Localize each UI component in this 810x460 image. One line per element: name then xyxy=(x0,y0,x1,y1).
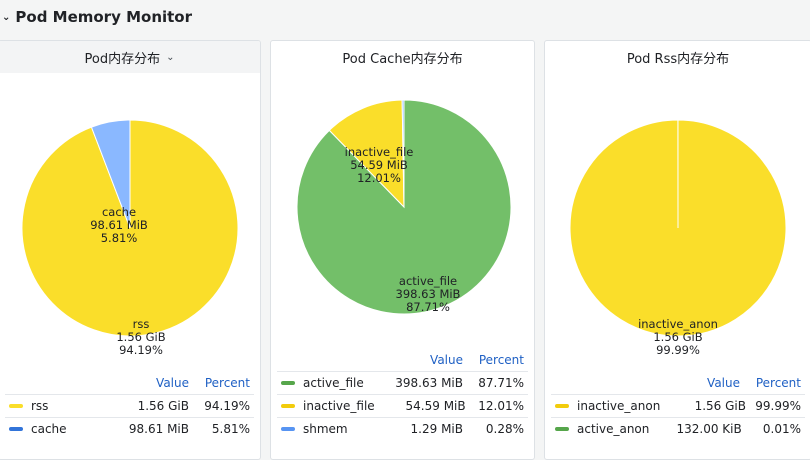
slice-label-inactive-file: inactive_file xyxy=(345,145,414,159)
slice-label-inactive-file: 12.01% xyxy=(357,171,401,185)
row-title: Pod Memory Monitor xyxy=(15,8,192,26)
legend-swatch[interactable] xyxy=(555,404,569,408)
legend-swatch[interactable] xyxy=(281,381,295,385)
legend-header-value[interactable]: Value xyxy=(645,376,740,390)
slice-label-active-file: active_file xyxy=(399,274,457,288)
legend-percent: 5.81% xyxy=(189,422,254,436)
slice-label-active-file: 398.63 MiB xyxy=(396,287,461,301)
legend-percent: 87.71% xyxy=(463,376,528,390)
slice-label-cache: cache xyxy=(102,205,136,219)
legend-percent: 94.19% xyxy=(189,399,254,413)
legend-percent: 99.99% xyxy=(746,399,805,413)
legend-value: 1.56 GiB xyxy=(660,399,746,413)
legend-value: 54.59 MiB xyxy=(375,399,466,413)
legend-value: 1.29 MiB xyxy=(368,422,463,436)
legend-swatch[interactable] xyxy=(9,427,23,431)
legend-name: active_file xyxy=(303,376,368,390)
legend-swatch[interactable] xyxy=(555,427,569,431)
legend-name: inactive_file xyxy=(303,399,375,413)
chevron-down-icon[interactable]: ⌄ xyxy=(2,12,10,23)
legend-swatch[interactable] xyxy=(281,404,295,408)
legend-name: shmem xyxy=(303,422,368,436)
legend-name: active_anon xyxy=(577,422,649,436)
legend-value: 132.00 KiB xyxy=(649,422,741,436)
legend-name: cache xyxy=(31,422,94,436)
slice-label-rss: 94.19% xyxy=(119,343,163,357)
slice-label-cache: 98.61 MiB xyxy=(90,218,148,232)
legend-swatch[interactable] xyxy=(281,427,295,431)
legend-header-percent[interactable]: Percent xyxy=(463,353,528,367)
slice-label-inactive-anon: 99.99% xyxy=(656,343,700,357)
chevron-down-icon[interactable]: ⌄ xyxy=(166,52,174,63)
legend-name: rss xyxy=(31,399,94,413)
slice-label-inactive-anon: inactive_anon xyxy=(638,317,718,331)
legend-percent: 12.01% xyxy=(466,399,528,413)
legend-header-percent[interactable]: Percent xyxy=(189,376,254,390)
slice-label-inactive-file: 54.59 MiB xyxy=(350,158,408,172)
legend-header-value[interactable]: Value xyxy=(368,353,463,367)
legend-percent: 0.01% xyxy=(742,422,805,436)
panel-title[interactable]: Pod Rss内存分布 xyxy=(545,41,810,73)
legend-name: inactive_anon xyxy=(577,399,660,413)
slice-label-rss: 1.56 GiB xyxy=(116,330,165,344)
panel-title[interactable]: Pod Cache内存分布 xyxy=(271,41,534,73)
slice-label-rss: rss xyxy=(133,317,150,331)
legend-value: 398.63 MiB xyxy=(368,376,463,390)
legend-header-percent[interactable]: Percent xyxy=(740,376,805,390)
slice-label-cache: 5.81% xyxy=(101,231,138,245)
legend-percent: 0.28% xyxy=(463,422,528,436)
legend-value: 98.61 MiB xyxy=(94,422,189,436)
legend-value: 1.56 GiB xyxy=(94,399,189,413)
row-header[interactable]: ⌄ Pod Memory Monitor xyxy=(0,0,810,34)
legend-swatch[interactable] xyxy=(9,404,23,408)
slice-label-active-file: 87.71% xyxy=(406,300,450,314)
panel-title[interactable]: Pod内存分布 ⌄ xyxy=(0,41,260,73)
legend-header-value[interactable]: Value xyxy=(94,376,189,390)
slice-label-inactive-anon: 1.56 GiB xyxy=(653,330,702,344)
